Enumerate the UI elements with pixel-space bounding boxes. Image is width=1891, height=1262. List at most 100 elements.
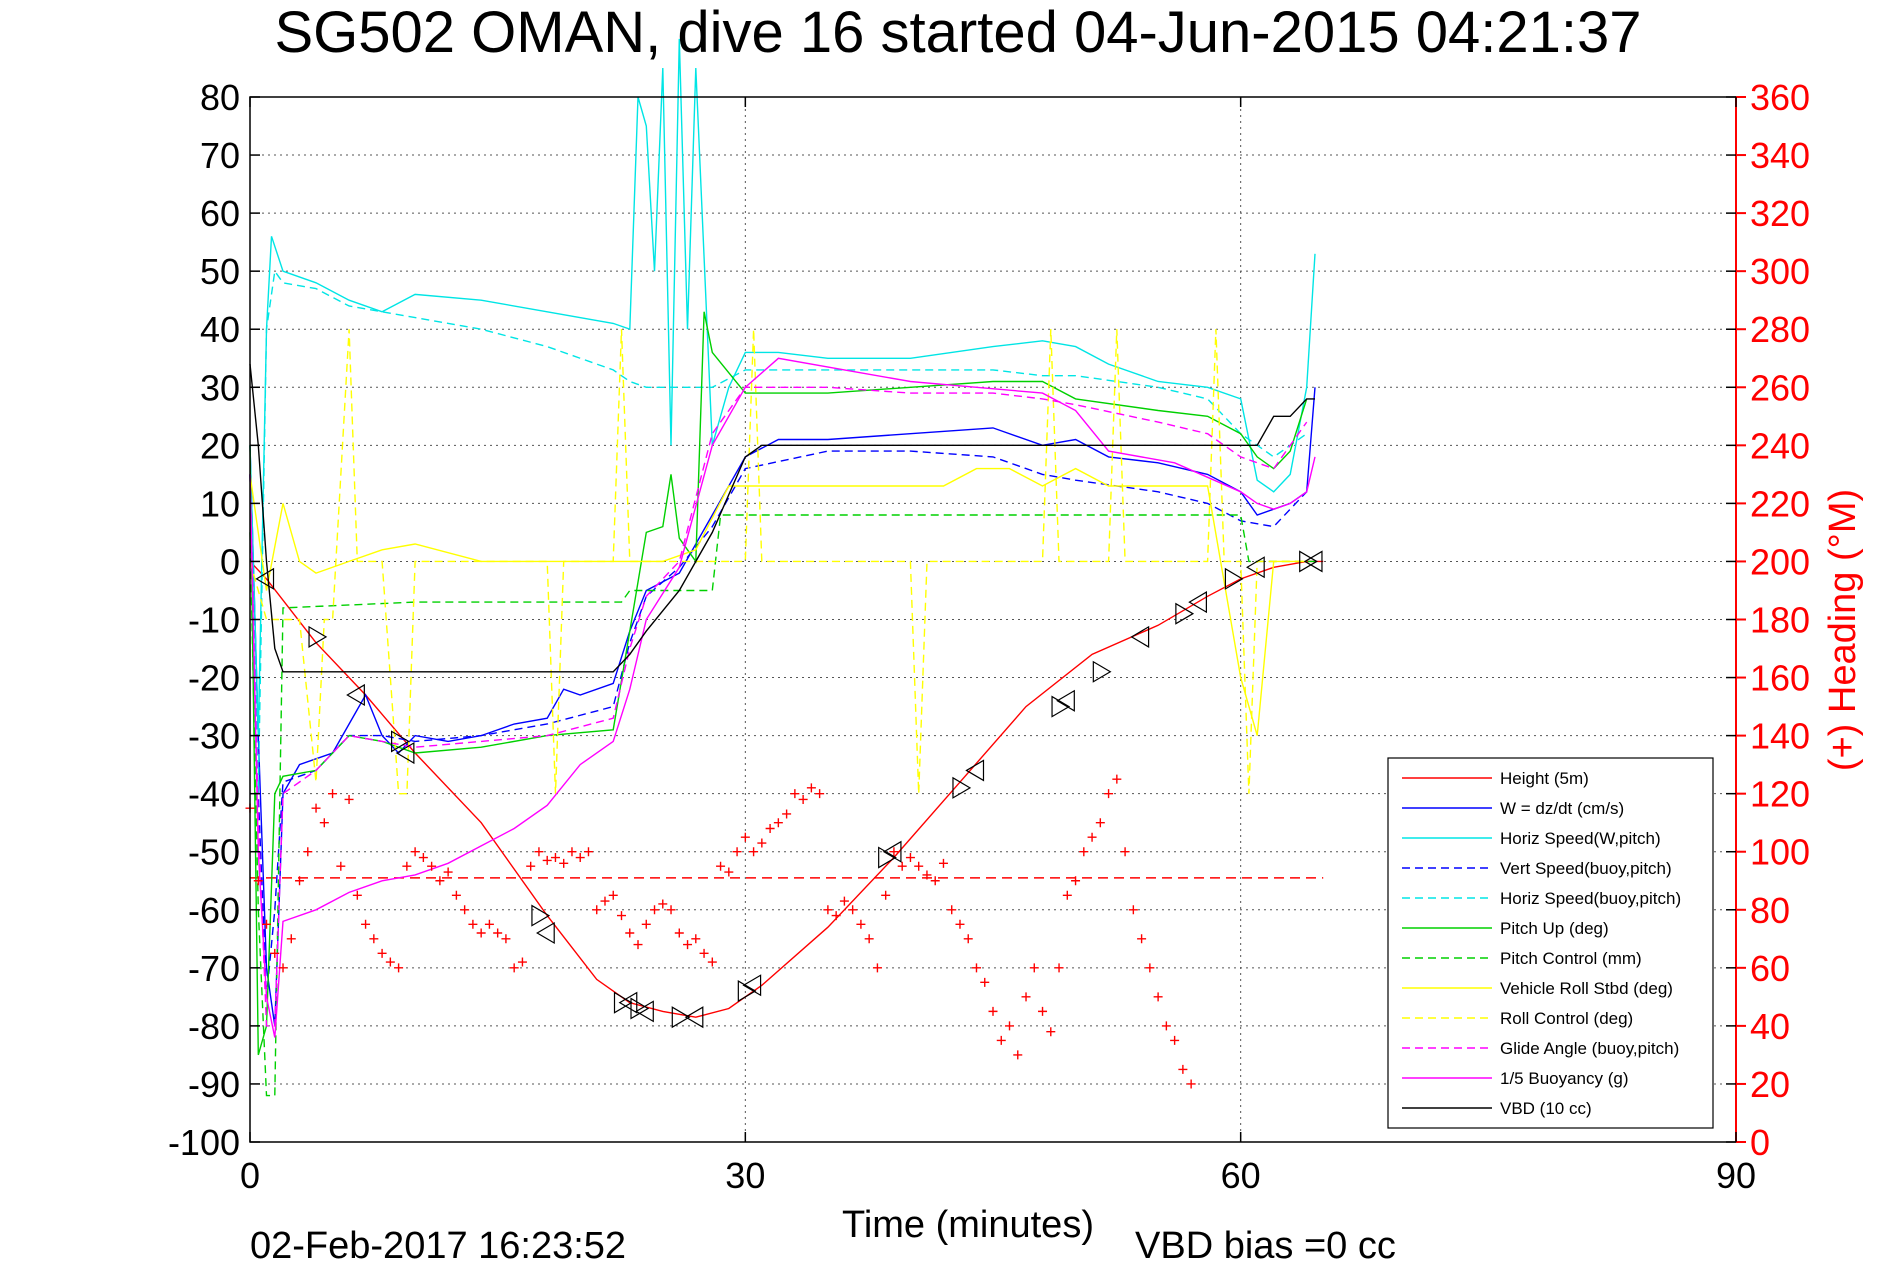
series-line xyxy=(249,514,1315,1097)
right-tick-label: 120 xyxy=(1750,774,1810,815)
heading-point xyxy=(650,905,660,915)
heading-point xyxy=(600,896,610,906)
heading-point xyxy=(278,963,288,973)
y-tick-label: -40 xyxy=(188,774,240,815)
height-marker xyxy=(531,904,551,927)
heading-point xyxy=(782,809,792,819)
right-tick-label: 200 xyxy=(1750,541,1810,582)
height-marker xyxy=(613,991,633,1014)
heading-point xyxy=(501,934,511,944)
height-marker xyxy=(742,974,762,997)
heading-point xyxy=(1079,847,1089,857)
heading-point xyxy=(443,867,453,877)
height-marker xyxy=(346,683,365,707)
y-tick-label: -70 xyxy=(188,948,240,989)
legend-label: Pitch Up (deg) xyxy=(1500,919,1609,938)
heading-point xyxy=(526,861,536,871)
heading-point xyxy=(517,957,527,967)
heading-point xyxy=(963,934,973,944)
heading-point xyxy=(839,896,849,906)
footer-date: 02-Feb-2017 16:23:52 xyxy=(250,1225,626,1262)
heading-point xyxy=(509,963,519,973)
heading-point xyxy=(988,1006,998,1016)
heading-point xyxy=(583,847,593,857)
heading-point xyxy=(1161,1021,1171,1031)
height-marker xyxy=(308,625,328,648)
heading-point xyxy=(897,861,907,871)
right-tick-label: 220 xyxy=(1750,483,1810,524)
series-line xyxy=(249,386,1308,1027)
chart-title: SG502 OMAN, dive 16 started 04-Jun-2015 … xyxy=(274,0,1641,65)
heading-point xyxy=(1145,963,1155,973)
height-marker xyxy=(395,741,415,765)
heading-point xyxy=(914,861,924,871)
heading-point xyxy=(864,934,874,944)
legend-label: W = dz/dt (cm/s) xyxy=(1500,799,1624,818)
series-line xyxy=(249,357,1316,1038)
height-marker xyxy=(878,846,897,869)
heading-point xyxy=(303,847,313,857)
heading-point xyxy=(658,899,668,909)
heading-point xyxy=(1046,1027,1056,1037)
x-tick-label: 0 xyxy=(240,1155,260,1196)
heading-point xyxy=(336,861,346,871)
height-marker xyxy=(255,567,275,590)
footer-vbd-bias: VBD bias =0 cc xyxy=(1135,1225,1396,1262)
heading-point xyxy=(385,957,395,967)
legend-label: Horiz Speed(buoy,pitch) xyxy=(1500,889,1681,908)
y-tick-label: 60 xyxy=(200,193,240,234)
heading-point xyxy=(394,963,404,973)
heading-point xyxy=(451,890,461,900)
heading-point xyxy=(468,919,478,929)
right-tick-label: 160 xyxy=(1750,658,1810,699)
heading-point xyxy=(905,853,915,863)
heading-point xyxy=(996,1035,1006,1045)
legend-label: Horiz Speed(W,pitch) xyxy=(1500,829,1661,848)
y-tick-label: 0 xyxy=(220,541,240,582)
y-tick-label: 80 xyxy=(200,77,240,118)
x-axis-label: Time (minutes) xyxy=(842,1204,1094,1246)
right-tick-label: 280 xyxy=(1750,309,1810,350)
height-marker xyxy=(1092,660,1112,683)
heading-point xyxy=(550,853,560,863)
heading-point xyxy=(592,905,602,915)
y-tick-label: -80 xyxy=(188,1006,240,1047)
right-tick-label: 0 xyxy=(1750,1122,1770,1163)
heading-point xyxy=(806,783,816,793)
legend: Height (5m) W = dz/dt (cm/s) Horiz Speed(W… xyxy=(1387,757,1714,1129)
heading-point xyxy=(955,919,965,929)
y-tick-label: -60 xyxy=(188,890,240,931)
axes xyxy=(249,96,1746,1143)
series-line xyxy=(249,269,1308,794)
heading-point xyxy=(732,847,742,857)
y-tick-label: 70 xyxy=(200,135,240,176)
heading-point xyxy=(575,853,585,863)
heading-point xyxy=(1128,905,1138,915)
heading-point xyxy=(1029,963,1039,973)
height-marker xyxy=(952,776,972,799)
legend-box xyxy=(1387,757,1714,1129)
heading-point xyxy=(567,847,577,857)
right-tick-label: 20 xyxy=(1750,1064,1790,1105)
heading-point xyxy=(460,905,470,915)
y-tick-label: 50 xyxy=(200,251,240,292)
heading-point xyxy=(790,789,800,799)
series-line xyxy=(249,467,1307,736)
heading-point xyxy=(1038,1006,1048,1016)
y-tick-label: -100 xyxy=(168,1122,240,1163)
right-tick-label: 60 xyxy=(1750,948,1790,989)
heading-point xyxy=(542,855,552,865)
series-line xyxy=(249,364,1315,673)
heading-point xyxy=(881,890,891,900)
heading-point xyxy=(856,919,866,929)
y-tick-label: -30 xyxy=(188,716,240,757)
legend-label: Roll Control (deg) xyxy=(1500,1009,1633,1028)
heading-point xyxy=(938,858,948,868)
y-tick-label: 10 xyxy=(200,483,240,524)
height-marker xyxy=(1051,695,1071,718)
heading-point xyxy=(295,876,305,886)
heading-point xyxy=(1120,847,1130,857)
heading-point xyxy=(691,934,701,944)
heading-point xyxy=(377,948,387,958)
right-tick-label: 80 xyxy=(1750,890,1790,931)
